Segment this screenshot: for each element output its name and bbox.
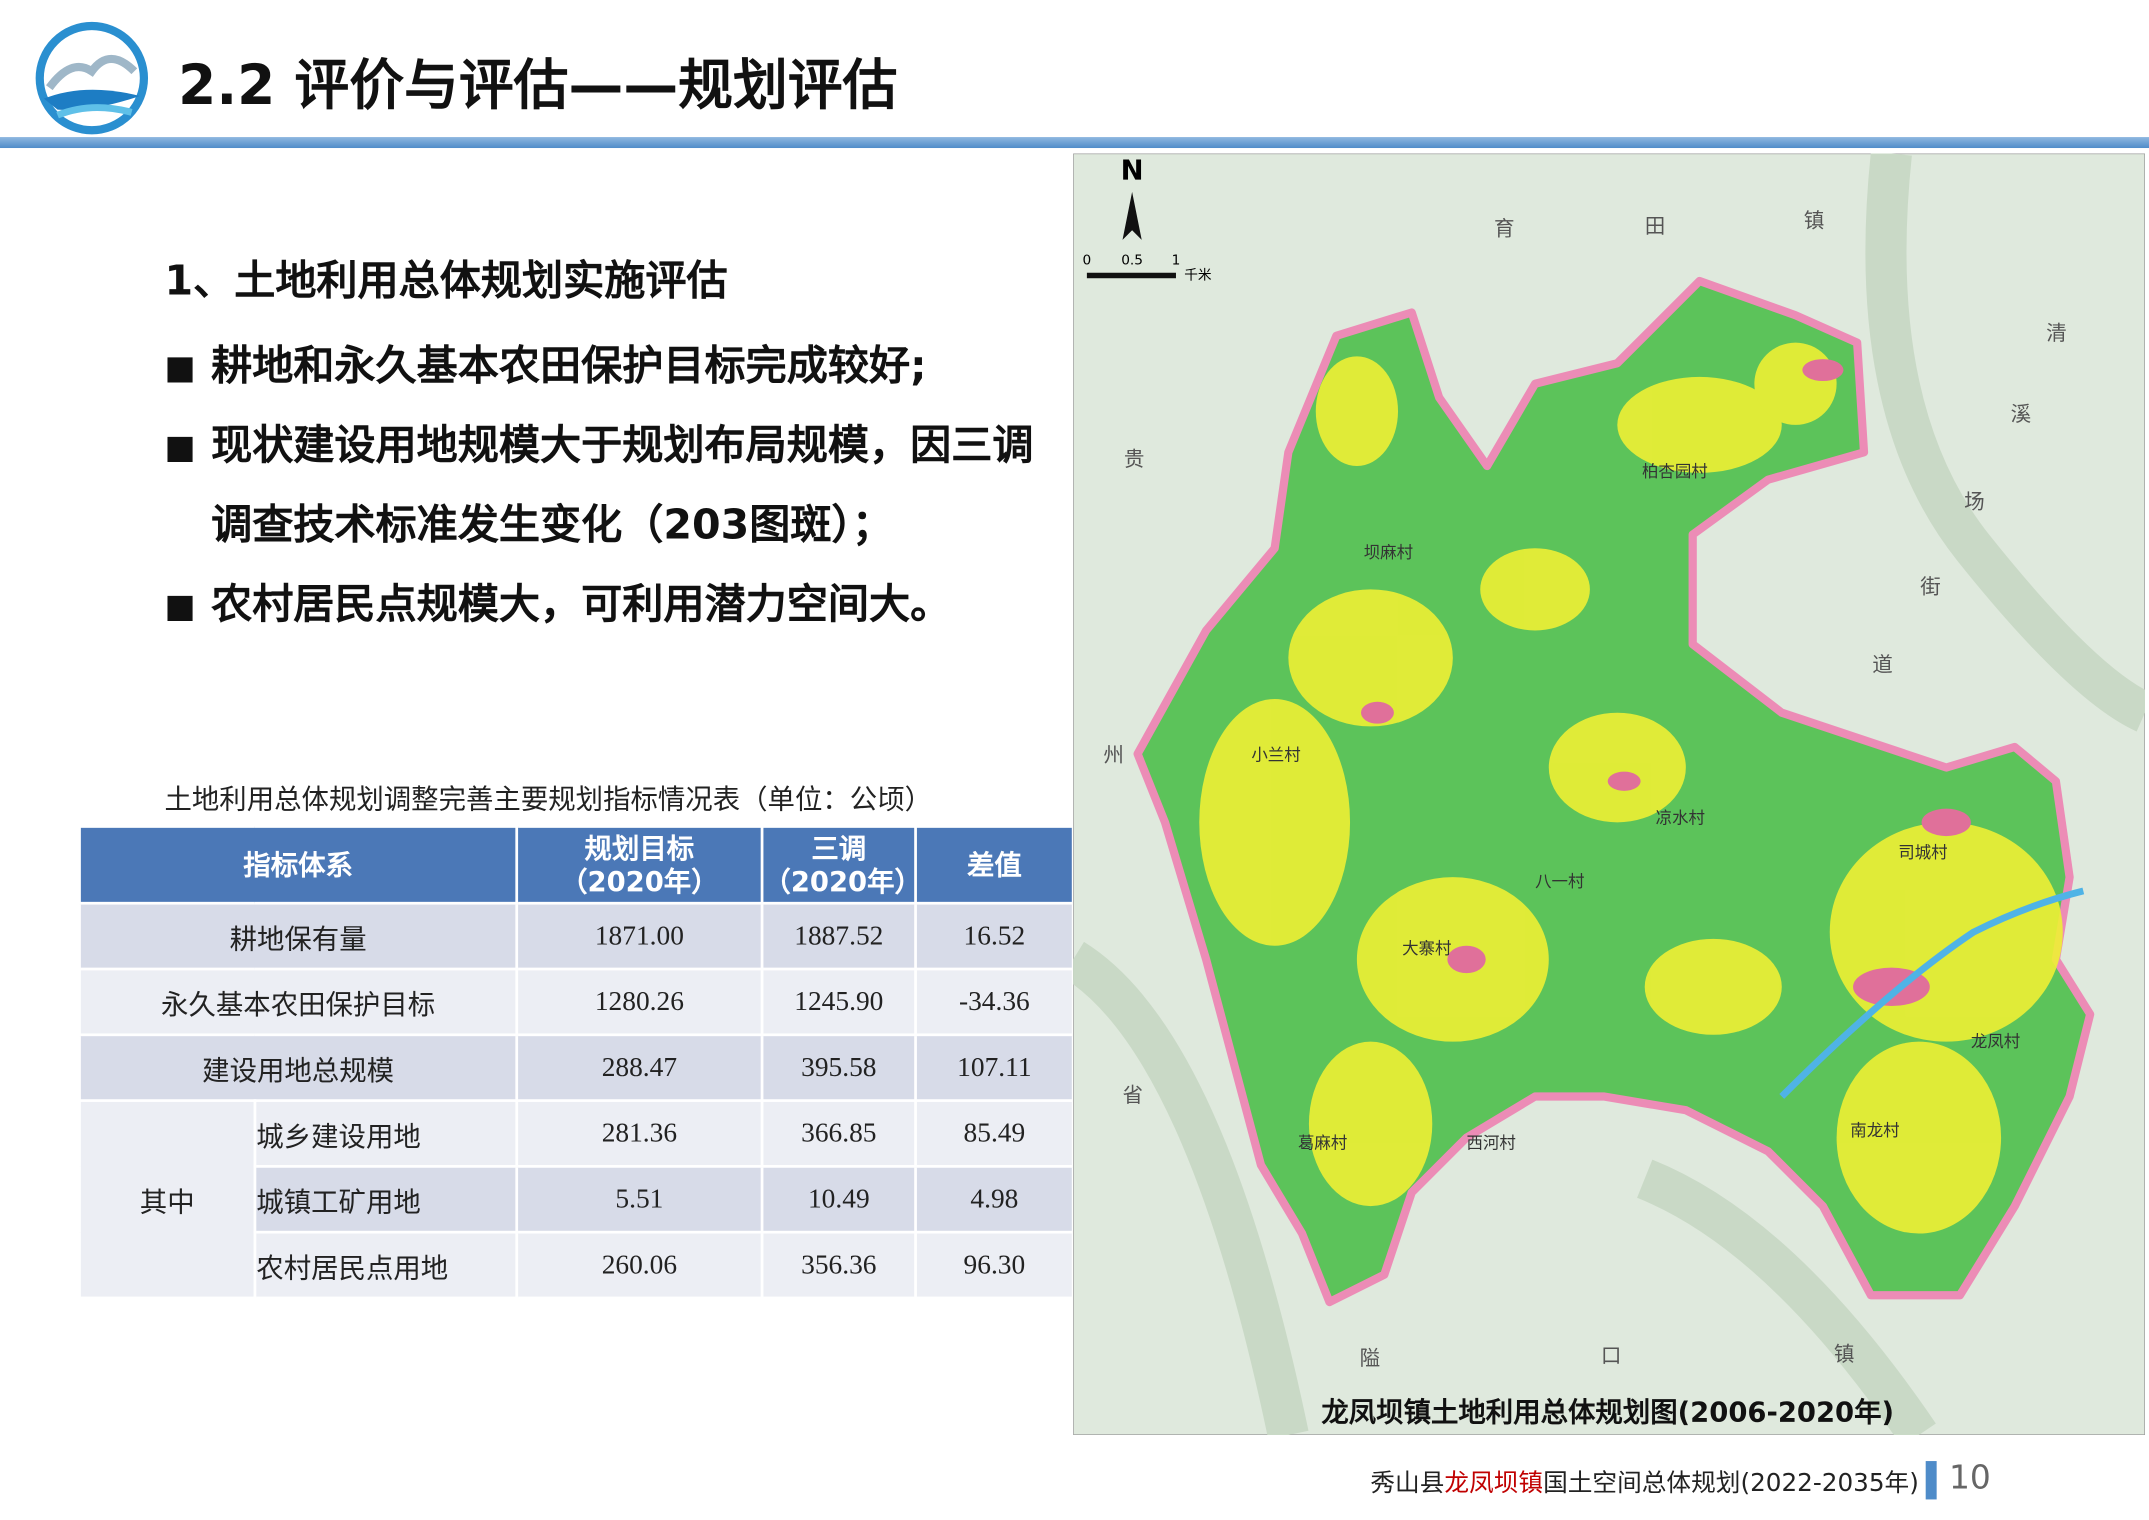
cell: 1280.26 <box>515 967 764 1037</box>
row: 其中 城乡建设用地 281.36 366.85 85.49 <box>78 1099 1075 1300</box>
bullet-mark: ■ <box>164 427 196 467</box>
row-label: 农村居民点用地 <box>253 1230 519 1300</box>
village-label: 小兰村 <box>1251 746 1300 765</box>
cell: 1245.90 <box>760 967 917 1037</box>
section-heading: 1、土地利用总体规划实施评估 <box>164 257 728 306</box>
bullet: ■ 耕地和永久基本农田保护目标完成较好; <box>164 328 1069 407</box>
cell: 96.30 <box>914 1230 1075 1300</box>
cell: 10.49 <box>760 1165 917 1234</box>
cell: 1887.52 <box>760 901 917 971</box>
bullet-mark: ■ <box>164 348 196 387</box>
area-label: 溪 <box>2011 402 2032 426</box>
row: 城镇工矿用地 5.51 10.49 4.98 <box>79 1165 1075 1234</box>
bullet: ■ 农村居民点规模大，可利用潜力空间大。 <box>164 566 1069 645</box>
cell: 107.11 <box>914 1033 1075 1102</box>
footer-county: 秀山县 <box>1370 1469 1445 1499</box>
cell: 4.98 <box>914 1165 1075 1234</box>
area-label: 贵 <box>1124 447 1145 471</box>
bullet-text: 耕地和永久基本农田保护目标完成较好; <box>211 342 927 391</box>
area-label: 州 <box>1103 743 1124 767</box>
scale-label: 1 <box>1172 253 1181 269</box>
header-row: 指标体系 规划目标 （2020年） 三调 （2020年） 差值 <box>78 825 1075 905</box>
group-label: 其中 <box>78 1099 257 1300</box>
cell: -34.36 <box>914 967 1075 1037</box>
village-label: 大寨村 <box>1402 939 1451 958</box>
header-cell: 指标体系 <box>78 825 519 905</box>
area-label: 镇 <box>1804 209 1825 233</box>
bullet-mark: ■ <box>164 586 196 625</box>
cell: 85.49 <box>914 1099 1075 1168</box>
row-label: 城镇工矿用地 <box>253 1165 519 1234</box>
area-label: 街 <box>1920 574 1941 598</box>
cell: 1871.00 <box>515 901 764 971</box>
cell: 16.52 <box>914 901 1075 971</box>
village-label: 龙凤村 <box>1971 1032 2020 1051</box>
area-label: 省 <box>1123 1083 1144 1107</box>
scale-label: 0 <box>1083 253 1092 269</box>
title-bar <box>0 137 2149 149</box>
row: 农村居民点用地 260.06 356.36 96.30 <box>79 1230 1075 1300</box>
area-label: 育 <box>1494 217 1515 241</box>
cell: 356.36 <box>760 1230 917 1300</box>
village-label: 葛麻村 <box>1298 1134 1347 1153</box>
page-number: 10 <box>1948 1458 1991 1497</box>
footer-town: 龙凤坝镇 <box>1444 1469 1544 1499</box>
cell: 288.47 <box>515 1033 764 1102</box>
row-label: 耕地保有量 <box>78 901 519 971</box>
row-label: 城乡建设用地 <box>253 1099 519 1168</box>
header-cell: 规划目标 （2020年） <box>515 825 764 905</box>
header-cell: 差值 <box>914 825 1075 905</box>
bullet-text: 现状建设用地规模大于规划布局规模，因三调调查技术标准发生变化（203图斑）； <box>211 422 1034 550</box>
area-label: 清 <box>2046 321 2067 345</box>
map-title: 龙凤坝镇土地利用总体规划图(2006-2020年) <box>1321 1396 1894 1428</box>
scale-bar <box>1086 272 1176 279</box>
area-label: 田 <box>1645 214 1666 238</box>
village-label: 八一村 <box>1535 872 1584 891</box>
scale-unit: 千米 <box>1184 268 1212 284</box>
village-label: 司城村 <box>1898 843 1947 862</box>
logo <box>35 21 149 135</box>
row: 永久基本农田保护目标 1280.26 1245.90 -34.36 <box>78 967 1075 1037</box>
terrain <box>1073 153 2145 1436</box>
cell: 260.06 <box>515 1230 764 1300</box>
area-label: 道 <box>1872 653 1893 677</box>
area-label: 场 <box>1964 489 1985 513</box>
row: 建设用地总规模 288.47 395.58 107.11 <box>78 1033 1075 1102</box>
cell: 281.36 <box>515 1099 764 1168</box>
row: 耕地保有量 1871.00 1887.52 16.52 <box>78 901 1075 971</box>
indicator-table: 指标体系 规划目标 （2020年） 三调 （2020年） 差值 耕地保有量 187… <box>78 825 1075 1300</box>
cell: 395.58 <box>760 1033 917 1102</box>
land-use-map: N 0 0.5 1 千米 育 田 镇 清 溪 场 街 道 贵 州 省 隘 口 镇… <box>1073 153 2145 1436</box>
table-caption: 土地利用总体规划调整完善主要规划指标情况表（单位：公顷） <box>164 782 933 816</box>
row-label: 建设用地总规模 <box>78 1033 519 1102</box>
bullet-text: 农村居民点规模大，可利用潜力空间大。 <box>211 581 952 630</box>
cell: 5.51 <box>515 1165 764 1234</box>
header-cell: 三调 （2020年） <box>760 825 922 905</box>
slide-title: 2.2 评价与评估——规划评估 <box>178 54 898 118</box>
north-arrow <box>1122 191 1142 240</box>
village-label: 坝麻村 <box>1364 543 1413 562</box>
area-label: 口 <box>1601 1343 1622 1367</box>
area-label: 镇 <box>1834 1342 1855 1366</box>
village-label: 西河村 <box>1467 1134 1516 1153</box>
village-label: 凉水村 <box>1656 809 1705 828</box>
footer: 秀山县龙凤坝镇国土空间总体规划(2022-2035年) <box>1316 1464 1919 1500</box>
area-label: 隘 <box>1360 1346 1381 1370</box>
river <box>1779 887 2085 1099</box>
village-label: 南龙村 <box>1850 1121 1899 1140</box>
page-bar <box>1925 1461 1937 1500</box>
cell: 366.85 <box>760 1099 917 1168</box>
north-label: N <box>1121 156 1144 187</box>
scale-label: 0.5 <box>1121 253 1143 269</box>
village-label: 柏杏园村 <box>1642 462 1708 481</box>
row-label: 永久基本农田保护目标 <box>78 967 519 1037</box>
bullet: ■ 现状建设用地规模大于规划布局规模，因三调调查技术标准发生变化（203图斑）； <box>164 407 1069 566</box>
footer-plan: 国土空间总体规划(2022-2035年) <box>1543 1469 1919 1499</box>
